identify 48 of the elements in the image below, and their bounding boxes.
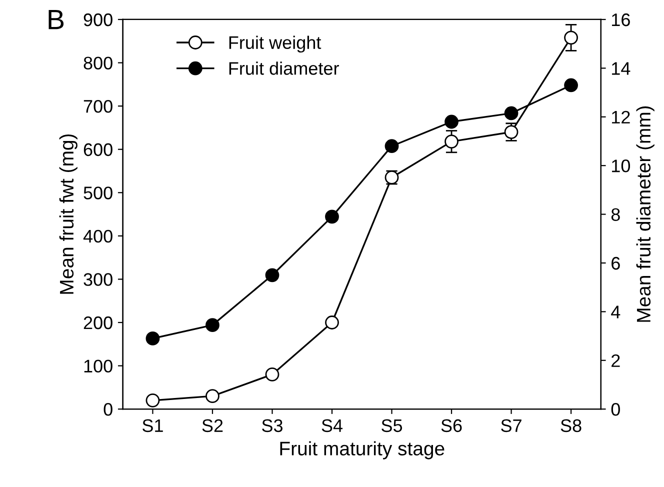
point — [444, 114, 458, 129]
point — [504, 106, 518, 120]
x-axis-title: Fruit maturity stage — [280, 441, 444, 460]
y-tick-label: 300 — [84, 273, 112, 286]
text: B — [48, 10, 64, 30]
point — [384, 139, 399, 154]
y2-tick-label: 10 — [612, 160, 630, 172]
point — [146, 393, 160, 408]
y-axis-title: Mean fruit fwt (mg) — [59, 134, 78, 294]
legend-label: Fruit weight — [229, 36, 322, 53]
y-tick-label: 900 — [84, 13, 112, 26]
y2-tick-label: 12 — [612, 110, 630, 124]
y-tick-label: 0 — [104, 403, 112, 416]
x-tick-label: S4 — [322, 419, 343, 432]
x-tick-label: S8 — [560, 419, 582, 432]
y2-tick-label: 4 — [611, 306, 620, 318]
y-tick-label: 800 — [84, 56, 112, 70]
x-tick-label: S2 — [202, 419, 223, 432]
point — [444, 134, 458, 148]
y2-tick-label: 16 — [612, 13, 630, 26]
point — [265, 268, 280, 282]
y2-tick-label: 2 — [612, 354, 620, 367]
point — [146, 332, 160, 346]
y2-tick-label: 0 — [611, 403, 620, 416]
legend-label: Fruit diameter — [229, 62, 339, 75]
x-tick-label: S1 — [142, 419, 163, 432]
point — [325, 210, 339, 224]
x-tick-label: S6 — [441, 419, 462, 432]
y-tick-label: 100 — [84, 360, 112, 373]
point — [564, 78, 578, 92]
y-tick-label: 500 — [84, 186, 112, 200]
y-tick-label: 600 — [84, 143, 112, 156]
point — [206, 389, 220, 404]
y-tick-label: 200 — [84, 316, 112, 330]
y-tick-label: 400 — [83, 230, 112, 243]
y2-axis-title: Mean fruit diameter (mm) — [636, 106, 654, 322]
x-tick-label: S3 — [262, 419, 282, 432]
point — [206, 318, 220, 332]
point — [325, 316, 339, 330]
y2-tick-label: 14 — [612, 62, 630, 75]
x-tick-label: S5 — [382, 419, 402, 432]
y2-tick-label: 8 — [611, 208, 620, 221]
point — [564, 30, 578, 45]
point — [504, 125, 518, 139]
x-tick-label: S7 — [501, 419, 522, 432]
point — [265, 368, 280, 382]
y-tick-label: 700 — [84, 100, 112, 113]
y2-tick-label: 6 — [612, 256, 620, 270]
